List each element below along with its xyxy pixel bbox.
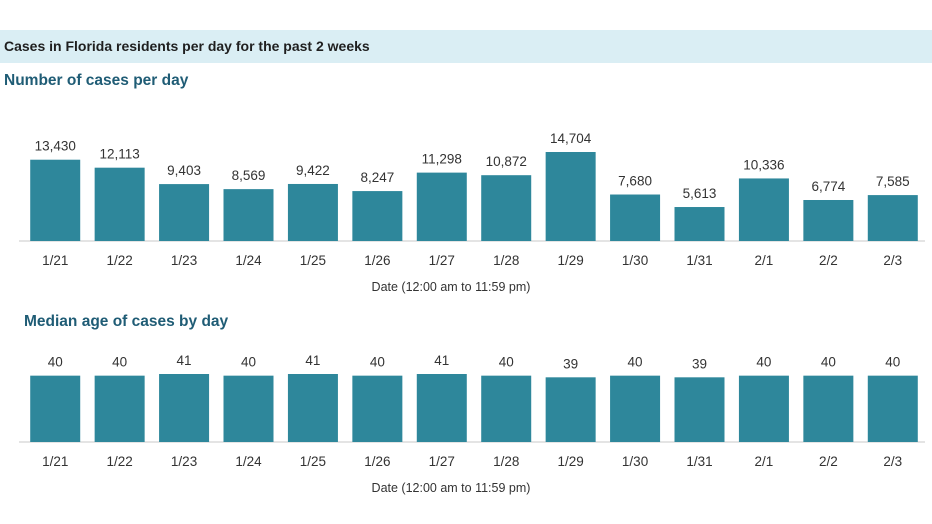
x-axis-title: Date (12:00 am to 11:59 pm)	[372, 280, 531, 294]
x-tick-1/22: 1/22	[107, 454, 133, 469]
x-tick-1/23: 1/23	[171, 253, 197, 268]
bar-1/23	[159, 374, 210, 442]
data-label-1/27: 11,298	[422, 152, 462, 167]
bar-1/27	[416, 374, 467, 442]
data-label-1/25: 9,422	[296, 163, 330, 178]
bar-2/3	[867, 375, 918, 442]
x-tick-2/3: 2/3	[883, 253, 902, 268]
bar-1/28	[481, 175, 532, 241]
data-label-1/28: 40	[499, 355, 514, 370]
data-label-1/24: 40	[241, 355, 256, 370]
data-label-2/2: 40	[821, 355, 836, 370]
bar-1/22	[94, 167, 145, 241]
x-tick-1/26: 1/26	[364, 454, 390, 469]
x-tick-1/31: 1/31	[686, 454, 712, 469]
x-tick-1/27: 1/27	[429, 454, 455, 469]
x-tick-2/1: 2/1	[755, 253, 774, 268]
data-label-1/22: 40	[112, 355, 127, 370]
data-label-1/31: 5,613	[683, 186, 717, 201]
x-tick-1/31: 1/31	[686, 253, 712, 268]
data-label-1/24: 8,569	[232, 168, 266, 183]
x-tick-1/25: 1/25	[300, 454, 326, 469]
data-label-1/23: 41	[177, 353, 192, 368]
x-tick-2/1: 2/1	[755, 454, 774, 469]
data-label-1/30: 7,680	[618, 174, 652, 189]
header-banner: Cases in Florida residents per day for t…	[0, 30, 932, 63]
x-axis-title: Date (12:00 am to 11:59 pm)	[372, 481, 531, 495]
data-label-1/27: 41	[434, 353, 449, 368]
bar-1/31	[674, 207, 725, 241]
x-tick-1/21: 1/21	[42, 253, 68, 268]
x-tick-1/29: 1/29	[558, 454, 584, 469]
data-label-1/26: 40	[370, 355, 385, 370]
data-label-1/30: 40	[628, 355, 643, 370]
bar-1/26	[352, 191, 403, 241]
x-tick-2/3: 2/3	[883, 454, 902, 469]
bar-1/30	[610, 375, 661, 442]
bar-1/28	[481, 375, 532, 442]
x-tick-1/27: 1/27	[429, 253, 455, 268]
bar-1/29	[545, 152, 596, 241]
median-age-chart-title: Median age of cases by day	[24, 313, 229, 330]
bar-1/23	[159, 184, 210, 241]
data-label-1/22: 12,113	[99, 147, 139, 162]
bar-1/26	[352, 375, 403, 442]
bar-1/25	[287, 374, 338, 442]
x-tick-2/2: 2/2	[819, 454, 838, 469]
data-label-2/2: 6,774	[811, 179, 845, 194]
bar-1/21	[30, 159, 81, 241]
data-label-1/21: 13,430	[35, 139, 76, 154]
x-tick-1/28: 1/28	[493, 454, 519, 469]
bar-2/2	[803, 375, 854, 442]
x-tick-1/21: 1/21	[42, 454, 68, 469]
cases-chart-title: Number of cases per day	[4, 72, 189, 89]
bar-1/27	[416, 172, 467, 241]
x-tick-1/22: 1/22	[107, 253, 133, 268]
data-label-1/25: 41	[305, 353, 320, 368]
x-tick-1/23: 1/23	[171, 454, 197, 469]
bar-1/24	[223, 375, 274, 442]
bar-2/2	[803, 199, 854, 241]
data-label-2/3: 7,585	[876, 174, 910, 189]
bar-1/25	[287, 183, 338, 241]
bar-1/30	[610, 194, 661, 241]
x-tick-1/30: 1/30	[622, 454, 648, 469]
x-tick-2/2: 2/2	[819, 253, 838, 268]
data-label-1/28: 10,872	[486, 154, 527, 169]
cases-per-day-chart: 13,430 1/21 12,113 1/22 9,403 1/23 8,569 1/24 9,…	[19, 131, 925, 294]
bar-1/24	[223, 189, 274, 241]
banner-title: Cases in Florida residents per day for t…	[4, 38, 370, 54]
bar-2/3	[867, 195, 918, 241]
bar-2/1	[738, 375, 789, 442]
x-tick-1/25: 1/25	[300, 253, 326, 268]
x-tick-1/28: 1/28	[493, 253, 519, 268]
x-tick-1/29: 1/29	[558, 253, 584, 268]
median-age-chart: 40 1/21 40 1/22 41 1/23 40 1/24 41 1/25 40 1/26 41 1/…	[19, 353, 925, 495]
bar-1/29	[545, 377, 596, 442]
x-tick-1/26: 1/26	[364, 253, 390, 268]
data-label-1/29: 14,704	[550, 131, 592, 146]
data-label-2/3: 40	[885, 355, 900, 370]
bar-2/1	[738, 178, 789, 241]
data-label-2/1: 40	[756, 355, 771, 370]
data-label-1/31: 39	[692, 356, 707, 371]
data-label-2/1: 10,336	[743, 157, 784, 172]
data-label-1/29: 39	[563, 356, 578, 371]
data-label-1/26: 8,247	[360, 170, 394, 185]
data-label-1/21: 40	[48, 355, 63, 370]
bar-1/22	[94, 375, 145, 442]
bar-1/31	[674, 377, 725, 442]
bar-1/21	[30, 375, 81, 442]
x-tick-1/24: 1/24	[235, 454, 262, 469]
data-label-1/23: 9,403	[167, 163, 201, 178]
x-tick-1/30: 1/30	[622, 253, 648, 268]
x-tick-1/24: 1/24	[235, 253, 262, 268]
